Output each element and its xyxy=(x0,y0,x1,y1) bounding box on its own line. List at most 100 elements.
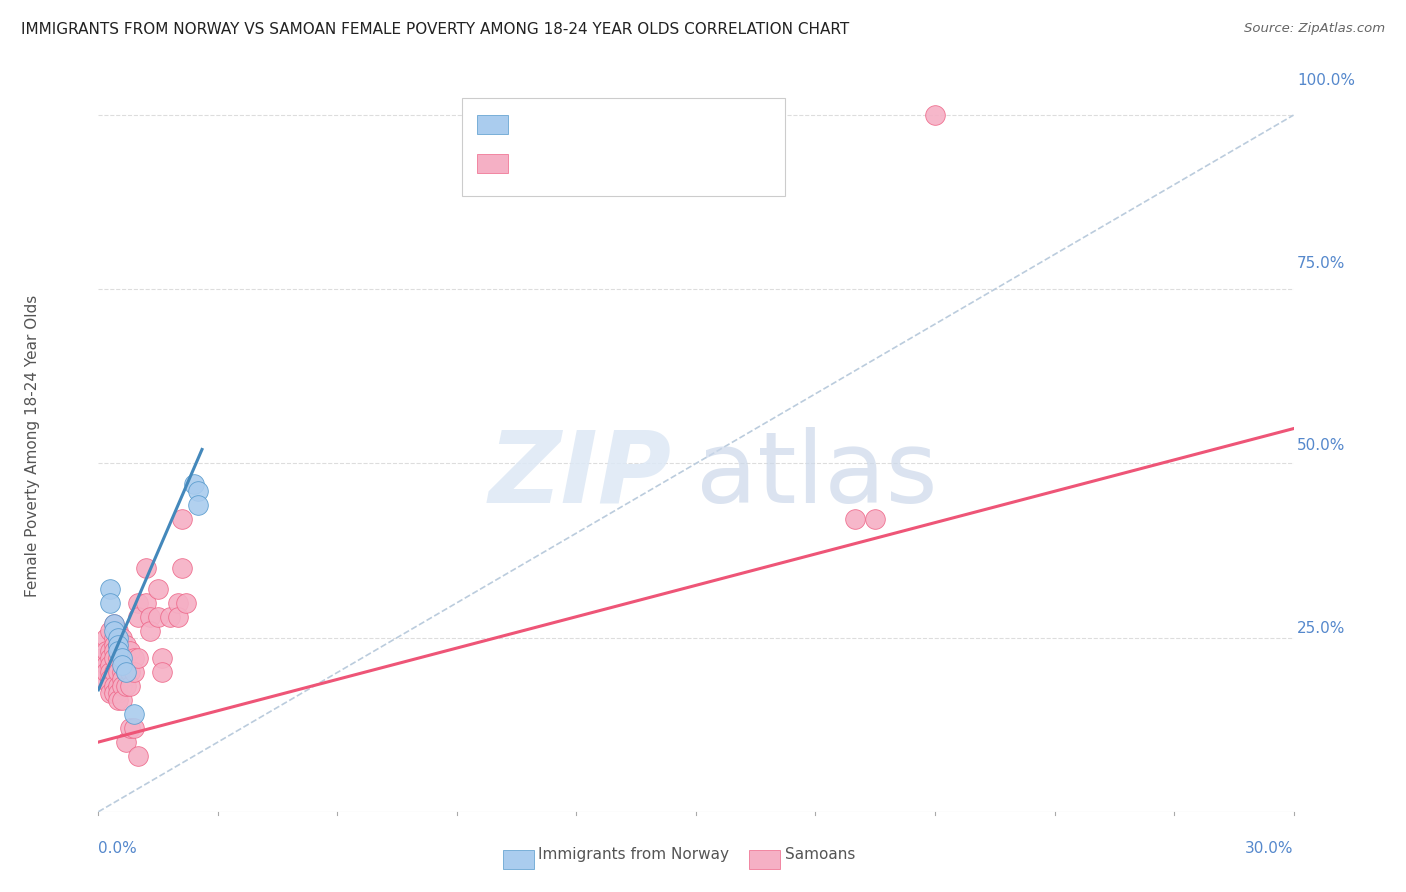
Point xyxy=(150,665,173,680)
Point xyxy=(127,749,149,764)
Text: 25.0%: 25.0% xyxy=(1298,622,1346,636)
Point xyxy=(139,624,162,638)
Point xyxy=(115,651,138,665)
Point xyxy=(103,686,125,700)
Text: Samoans: Samoans xyxy=(785,847,855,863)
Point xyxy=(863,512,886,526)
Text: 0.566: 0.566 xyxy=(551,158,599,172)
Point xyxy=(103,616,125,631)
Point xyxy=(98,624,122,638)
Text: R =: R = xyxy=(515,158,547,172)
Text: 0.624: 0.624 xyxy=(551,120,599,134)
Point xyxy=(111,693,134,707)
Point xyxy=(111,658,134,673)
Point xyxy=(148,582,170,596)
Point xyxy=(91,651,114,665)
Text: IMMIGRANTS FROM NORWAY VS SAMOAN FEMALE POVERTY AMONG 18-24 YEAR OLDS CORRELATIO: IMMIGRANTS FROM NORWAY VS SAMOAN FEMALE … xyxy=(21,22,849,37)
Point xyxy=(148,609,170,624)
Point xyxy=(103,644,125,658)
Text: 100.0%: 100.0% xyxy=(1298,73,1355,87)
Point xyxy=(127,609,149,624)
Point xyxy=(107,624,129,638)
Point xyxy=(167,609,190,624)
Point xyxy=(103,665,125,680)
Point xyxy=(120,644,142,658)
Point xyxy=(103,651,125,665)
Point xyxy=(107,651,129,665)
Point xyxy=(187,498,209,512)
Point xyxy=(107,631,129,645)
Point xyxy=(127,651,149,665)
Point xyxy=(96,631,118,645)
Point xyxy=(172,561,194,575)
Point xyxy=(115,665,138,680)
Point xyxy=(111,665,134,680)
Point xyxy=(103,631,125,645)
Point xyxy=(98,644,122,658)
Point xyxy=(115,665,138,680)
Point xyxy=(844,512,866,526)
Point xyxy=(103,616,125,631)
Point xyxy=(91,673,114,687)
Text: 0.0%: 0.0% xyxy=(98,841,138,856)
Text: Female Poverty Among 18-24 Year Olds: Female Poverty Among 18-24 Year Olds xyxy=(25,295,41,597)
Point xyxy=(120,665,142,680)
Text: ZIP: ZIP xyxy=(489,426,672,524)
Point xyxy=(167,596,190,610)
Point xyxy=(115,735,138,749)
Point xyxy=(98,596,122,610)
Point xyxy=(98,665,122,680)
Point xyxy=(103,638,125,652)
Point xyxy=(96,644,118,658)
Point xyxy=(139,609,162,624)
Point xyxy=(103,679,125,693)
Point xyxy=(120,721,142,735)
Point xyxy=(124,721,146,735)
Point xyxy=(107,658,129,673)
Text: 75.0%: 75.0% xyxy=(1298,256,1346,270)
Text: 14: 14 xyxy=(644,120,665,134)
Point xyxy=(111,651,134,665)
Point xyxy=(111,679,134,693)
Point xyxy=(98,582,122,596)
Point xyxy=(98,658,122,673)
Point xyxy=(183,477,205,491)
Point xyxy=(107,644,129,658)
Point xyxy=(111,651,134,665)
Text: N =: N = xyxy=(607,120,641,134)
Point xyxy=(98,673,122,687)
Point xyxy=(174,596,197,610)
Point xyxy=(187,484,209,499)
Point xyxy=(124,707,146,722)
Text: R =: R = xyxy=(515,120,547,134)
Point xyxy=(120,679,142,693)
Point xyxy=(127,596,149,610)
Text: 30.0%: 30.0% xyxy=(1246,841,1294,856)
Point xyxy=(98,686,122,700)
Point xyxy=(107,638,129,652)
Point xyxy=(96,658,118,673)
Point xyxy=(107,679,129,693)
Text: 50.0%: 50.0% xyxy=(1298,439,1346,453)
Point xyxy=(159,609,181,624)
Point xyxy=(96,665,118,680)
Text: atlas: atlas xyxy=(696,426,938,524)
Point xyxy=(115,679,138,693)
Text: 69: 69 xyxy=(644,158,665,172)
Point xyxy=(115,638,138,652)
Point xyxy=(135,561,157,575)
Point xyxy=(924,108,946,122)
Text: Source: ZipAtlas.com: Source: ZipAtlas.com xyxy=(1244,22,1385,36)
Point xyxy=(107,693,129,707)
Point xyxy=(150,651,173,665)
Point xyxy=(107,686,129,700)
Point xyxy=(107,638,129,652)
Text: Immigrants from Norway: Immigrants from Norway xyxy=(538,847,730,863)
Point xyxy=(124,665,146,680)
Point xyxy=(98,679,122,693)
Point xyxy=(107,665,129,680)
Point xyxy=(124,651,146,665)
Point xyxy=(103,624,125,638)
Point xyxy=(111,631,134,645)
Point xyxy=(111,673,134,687)
